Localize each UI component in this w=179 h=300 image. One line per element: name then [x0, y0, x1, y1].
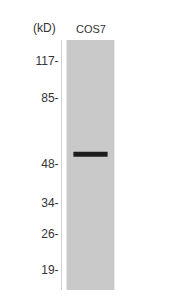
svg-text:19-: 19-	[41, 263, 58, 277]
svg-text:(kD): (kD)	[33, 21, 56, 35]
svg-text:26-: 26-	[41, 227, 58, 241]
svg-text:48-: 48-	[41, 157, 58, 171]
svg-text:COS7: COS7	[76, 23, 106, 35]
svg-text:85-: 85-	[41, 91, 58, 105]
svg-text:117-: 117-	[35, 54, 58, 68]
svg-text:34-: 34-	[41, 196, 58, 210]
